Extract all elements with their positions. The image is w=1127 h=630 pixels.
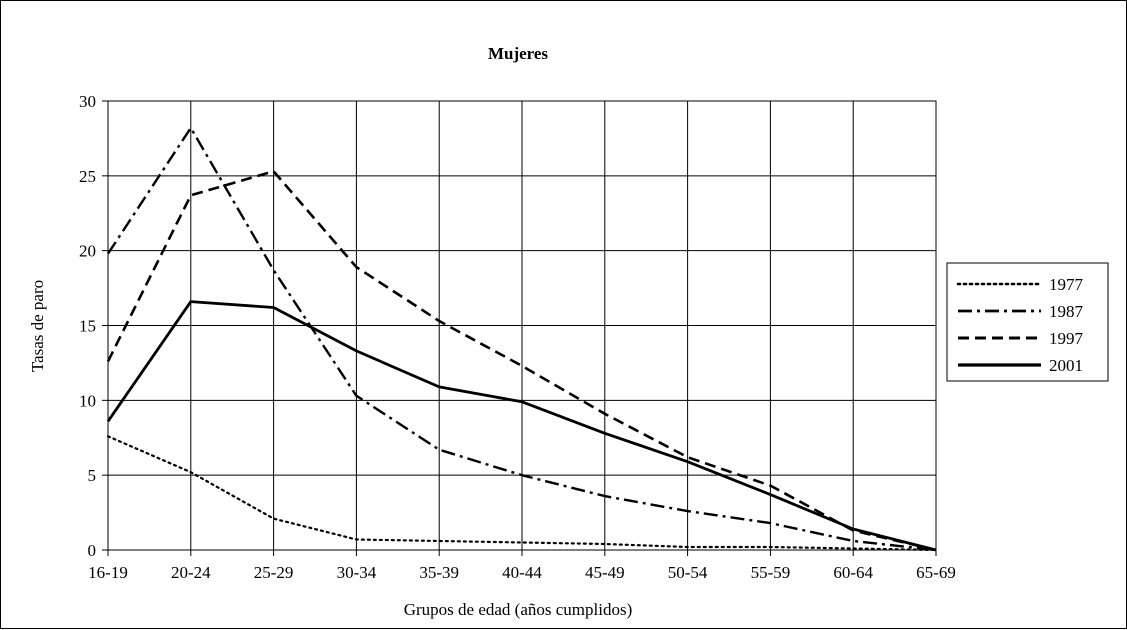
x-tick-label: 35-39 — [419, 563, 459, 582]
chart-title: Mujeres — [488, 44, 548, 63]
x-axis-title: Grupos de edad (años cumplidos) — [404, 600, 633, 619]
y-tick-label: 5 — [88, 466, 97, 485]
y-tick-label: 0 — [88, 541, 97, 560]
x-tick-label: 16-19 — [88, 563, 128, 582]
y-tick-label: 15 — [79, 317, 96, 336]
legend-label-2001: 2001 — [1049, 356, 1083, 375]
y-tick-label: 20 — [79, 242, 96, 261]
y-axis-title: Tasas de paro — [28, 280, 47, 372]
legend: 1977 1987 1997 2001 — [947, 263, 1108, 381]
x-tick-label: 50-54 — [668, 563, 708, 582]
x-tick-label: 55-59 — [751, 563, 791, 582]
y-tick-label: 30 — [79, 92, 96, 111]
x-tick-label: 65-69 — [916, 563, 956, 582]
legend-label-1977: 1977 — [1049, 275, 1084, 294]
labels: Mujeres Grupos de edad (años cumplidos) … — [28, 44, 632, 619]
legend-box — [947, 263, 1108, 381]
x-tick-label: 40-44 — [502, 563, 542, 582]
grid — [108, 101, 936, 550]
legend-label-1987: 1987 — [1049, 302, 1084, 321]
x-tick-label: 25-29 — [254, 563, 294, 582]
y-tick-label: 25 — [79, 167, 96, 186]
x-tick-label: 45-49 — [585, 563, 625, 582]
x-tick-label: 60-64 — [833, 563, 873, 582]
x-tick-label: 20-24 — [171, 563, 211, 582]
x-tick-label: 30-34 — [337, 563, 377, 582]
y-tick-label: 10 — [79, 391, 96, 410]
legend-label-1997: 1997 — [1049, 329, 1084, 348]
axes: 0 5 10 15 20 25 30 16-19 20-24 25-29 30-34 35-39 40-… — [79, 92, 956, 582]
